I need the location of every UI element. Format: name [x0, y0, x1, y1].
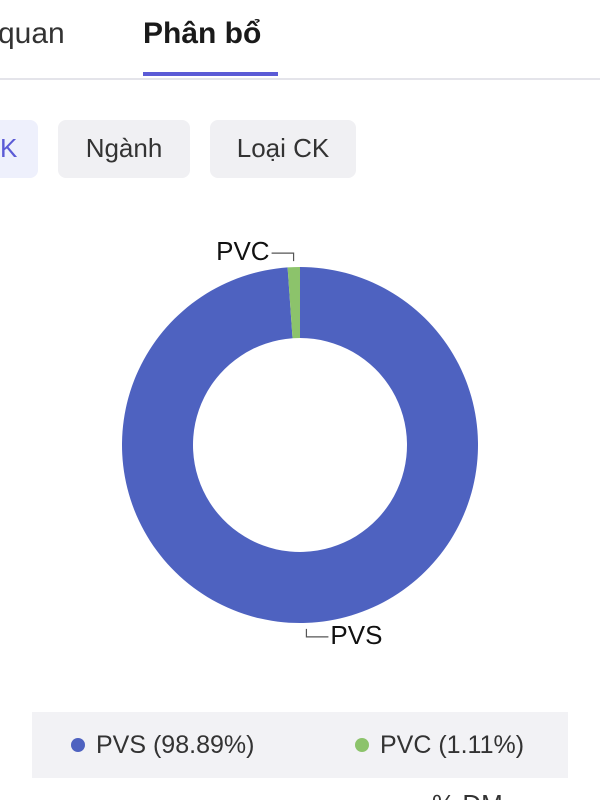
legend-dot: [355, 738, 369, 752]
legend-value: (1.11%): [438, 731, 524, 759]
legend-value: (98.89%): [153, 731, 254, 759]
legend: [32, 712, 568, 778]
tab-active[interactable]: Phân bổ: [143, 17, 261, 50]
chip-label[interactable]: Ngành: [86, 133, 163, 163]
chip-active[interactable]: [0, 120, 38, 178]
legend-label: PVS (98.89%): [96, 731, 254, 759]
legend-name: PVC: [380, 731, 431, 759]
donut-chart: PVS PVC: [122, 236, 479, 650]
donut-slice: [122, 267, 479, 623]
legend-label: PVC (1.11%): [380, 731, 524, 759]
legend-dot: [71, 738, 85, 752]
legend-name: PVS: [96, 731, 146, 759]
footer-text: % DM: [432, 789, 503, 800]
legend-items: PVS (98.89%) PVC (1.11%): [71, 731, 524, 759]
chip[interactable]: [58, 120, 190, 178]
chip-label[interactable]: Loại CK: [237, 133, 330, 163]
tab-underline: [143, 72, 278, 76]
chip[interactable]: [210, 120, 356, 178]
chip-label[interactable]: K: [0, 133, 18, 163]
leader-line: [305, 628, 329, 638]
divider: [0, 78, 600, 80]
donut-slice: [287, 267, 300, 339]
leader-line: [271, 252, 295, 262]
slice-label: PVS: [330, 620, 382, 650]
slice-label: PVC: [216, 236, 269, 266]
tab[interactable]: quan: [0, 17, 65, 50]
